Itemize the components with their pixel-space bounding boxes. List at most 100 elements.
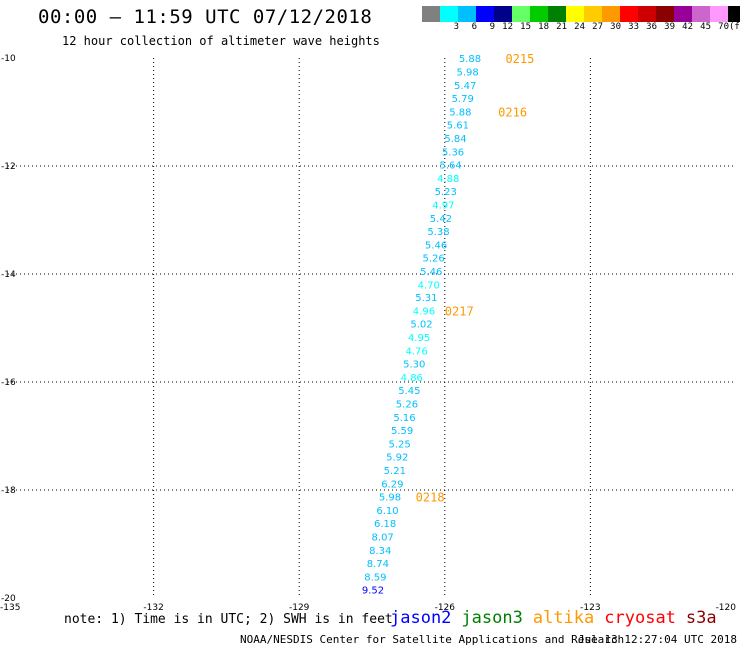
colorbar-label: 3 [453, 22, 459, 32]
x-tick-label: -120 [716, 603, 737, 613]
wave-height-point: 5.38 [427, 227, 449, 238]
colorbar-swatch [656, 6, 674, 22]
colorbar-label: 36 [646, 22, 657, 32]
wave-height-point: 5.25 [389, 440, 411, 451]
colorbar-label: 18 [538, 22, 549, 32]
wave-height-point: 5.42 [430, 214, 452, 225]
y-tick-label: -10 [1, 54, 16, 64]
wave-height-point: 4.97 [432, 200, 454, 211]
satellite-legend-item: altika [532, 608, 595, 628]
wave-height-point: 4.86 [401, 373, 423, 384]
colorbar-label: 21 [556, 22, 567, 32]
x-tick-label: -126 [435, 603, 456, 613]
wave-height-point: 5.26 [423, 253, 445, 264]
wave-height-point: 9.52 [362, 585, 384, 596]
chart-title: 00:00 – 11:59 UTC 07/12/2018 [38, 6, 373, 28]
colorbar-swatch [548, 6, 566, 22]
colorbar-swatch [494, 6, 512, 22]
wave-height-point: 4.70 [418, 280, 440, 291]
wave-height-point: 5.31 [415, 293, 437, 304]
colorbar-label: 30 [610, 22, 621, 32]
wave-height-point: 5.98 [456, 68, 478, 79]
satellite-legend-item: s3a [685, 608, 717, 628]
wave-height-point: 8.59 [364, 572, 386, 583]
y-tick-label: -18 [1, 486, 16, 496]
colorbar-label: 24 [574, 22, 585, 32]
satellite-legend-item: jason2 [390, 608, 452, 628]
wave-height-point: 8.07 [372, 532, 394, 543]
colorbar-swatch [638, 6, 656, 22]
wave-height-point: 5.26 [396, 400, 418, 411]
wave-height-point: 5.64 [439, 160, 461, 171]
colorbar-swatch [530, 6, 548, 22]
wave-height-point: 6.29 [381, 480, 403, 491]
colorbar-swatch [692, 6, 710, 22]
wave-height-point: 5.21 [384, 466, 406, 477]
wave-height-point: 4.96 [413, 307, 435, 318]
colorbar-swatch [440, 6, 458, 22]
colorbar-swatch [422, 6, 440, 22]
chart-subtitle: 12 hour collection of altimeter wave hei… [62, 34, 380, 48]
y-tick-label: -12 [1, 162, 16, 172]
time-label: 0216 [498, 105, 527, 119]
wave-height-point: 5.36 [442, 147, 464, 158]
wave-height-point: 5.88 [449, 107, 471, 118]
wave-height-point: 5.98 [379, 492, 401, 503]
wave-height-point: 5.30 [403, 360, 425, 371]
colorbar-label: 6 [471, 22, 477, 32]
satellite-legend: jason2 jason3 altika cryosat s3a [390, 608, 727, 628]
wave-height-point: 5.92 [386, 453, 408, 464]
time-label: 0218 [416, 490, 445, 504]
colorbar-swatch [566, 6, 584, 22]
wave-height-point: 5.59 [391, 426, 413, 437]
y-tick-label: -14 [1, 270, 16, 280]
wave-height-point: 4.76 [406, 347, 428, 358]
colorbar-label: 9 [489, 22, 495, 32]
wave-height-point: 5.61 [447, 120, 469, 131]
colorbar-label: 42 [682, 22, 693, 32]
footer-credit: NOAA/NESDIS Center for Satellite Applica… [240, 633, 625, 646]
time-label: 0215 [505, 52, 534, 66]
satellite-legend-item: cryosat [604, 608, 676, 628]
colorbar-swatch [674, 6, 692, 22]
colorbar-swatch [512, 6, 530, 22]
x-tick-label: -132 [143, 603, 163, 613]
wave-height-point: 5.02 [410, 320, 432, 331]
wave-height-point: 4.95 [408, 333, 430, 344]
colorbar-swatch [458, 6, 476, 22]
x-axis-ticks: -135 -132 -129 -126 -123 -120 [0, 603, 736, 613]
colorbar-swatch [476, 6, 494, 22]
colorbar-label: 12 [502, 22, 513, 32]
colorbar-swatch [584, 6, 602, 22]
footer-timestamp: Jul 13 12:27:04 UTC 2018 [578, 633, 737, 646]
x-tick-label: -123 [580, 603, 600, 613]
wave-height-point: 5.88 [459, 54, 481, 65]
x-tick-label: -129 [289, 603, 310, 613]
colorbar-label: 70 [718, 22, 729, 32]
footer-note: note: 1) Time is in UTC; 2) SWH is in fe… [64, 612, 393, 627]
wave-height-point: 8.74 [367, 559, 389, 570]
colorbar-swatch [728, 6, 740, 22]
wave-height-point: 5.46 [425, 240, 447, 251]
grid-lines [8, 58, 736, 598]
wave-height-point: 5.47 [454, 81, 476, 92]
colorbar-swatch [710, 6, 728, 22]
colorbar-swatch [602, 6, 620, 22]
x-tick-label: -135 [0, 603, 20, 613]
wave-height-point: 5.79 [452, 94, 474, 105]
colorbar-label: 27 [592, 22, 603, 32]
wave-height-point: 4.88 [437, 174, 459, 185]
y-axis-ticks: -10 -12 -14 -16 -18 -20 [1, 54, 16, 604]
colorbar [422, 6, 740, 22]
wave-height-point: 5.46 [420, 267, 442, 278]
time-label: 0217 [445, 305, 474, 319]
data-points: 5.88 5.98 5.47 5.79 5.88 5.61 5.84 5.36 5.64 4.88… [362, 54, 481, 596]
colorbar-swatch [620, 6, 638, 22]
colorbar-label: 39 [664, 22, 675, 32]
wave-height-point: 5.16 [393, 413, 415, 424]
colorbar-label: 45 [700, 22, 711, 32]
wave-height-point: 5.84 [444, 134, 466, 145]
wave-height-point: 6.10 [376, 506, 398, 517]
wave-height-point: 6.18 [374, 519, 396, 530]
satellite-legend-item: jason3 [461, 608, 523, 628]
